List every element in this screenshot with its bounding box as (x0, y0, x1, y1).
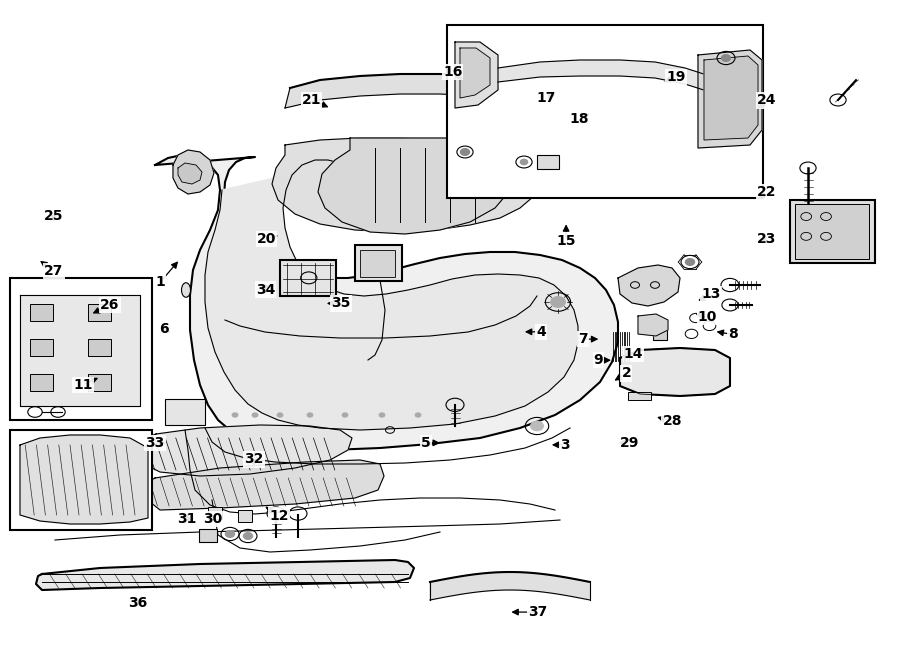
Circle shape (277, 413, 283, 417)
Text: 2: 2 (622, 366, 631, 381)
Polygon shape (36, 560, 414, 590)
Text: 20: 20 (256, 232, 276, 247)
Bar (280, 260, 336, 296)
Bar (447, 25, 763, 198)
Polygon shape (285, 74, 640, 160)
Text: 14: 14 (623, 346, 643, 361)
Circle shape (551, 297, 565, 307)
Circle shape (379, 413, 384, 417)
Bar (30, 339, 52, 356)
Circle shape (461, 149, 470, 155)
Bar (628, 392, 651, 400)
Polygon shape (155, 155, 618, 450)
Polygon shape (272, 138, 538, 232)
Bar (208, 507, 222, 519)
Bar (88, 339, 111, 356)
Circle shape (722, 55, 731, 61)
Polygon shape (455, 42, 498, 108)
Circle shape (686, 258, 695, 265)
Bar (30, 374, 52, 391)
Bar (88, 374, 111, 391)
Text: 8: 8 (728, 327, 737, 342)
Circle shape (307, 413, 312, 417)
Text: 19: 19 (666, 69, 686, 84)
Text: 5: 5 (421, 436, 430, 450)
Circle shape (244, 533, 253, 539)
Bar (355, 245, 401, 282)
Text: 33: 33 (145, 436, 165, 450)
Text: 36: 36 (128, 596, 148, 610)
Circle shape (520, 159, 527, 165)
Polygon shape (698, 50, 762, 148)
Text: 10: 10 (698, 310, 717, 325)
Polygon shape (498, 60, 726, 100)
Polygon shape (460, 48, 490, 98)
Bar (790, 200, 875, 263)
Polygon shape (618, 265, 680, 306)
Circle shape (252, 413, 257, 417)
Text: 34: 34 (256, 282, 275, 297)
Bar (238, 510, 252, 522)
Bar (166, 399, 205, 424)
Text: 9: 9 (594, 353, 603, 368)
Text: 28: 28 (662, 414, 682, 428)
Text: 18: 18 (569, 112, 589, 126)
Bar (10, 430, 152, 530)
Circle shape (342, 413, 347, 417)
Text: 12: 12 (269, 508, 289, 523)
Polygon shape (20, 295, 140, 406)
Circle shape (226, 531, 235, 537)
Polygon shape (430, 572, 590, 600)
Bar (796, 204, 869, 259)
Bar (30, 304, 52, 321)
Text: 31: 31 (177, 512, 197, 526)
Circle shape (415, 413, 420, 417)
Text: 4: 4 (536, 325, 545, 339)
Text: 16: 16 (443, 65, 463, 79)
Polygon shape (205, 160, 578, 430)
Polygon shape (173, 150, 214, 194)
Text: 21: 21 (302, 93, 321, 107)
Polygon shape (318, 138, 515, 234)
Text: 22: 22 (757, 184, 777, 199)
Bar (10, 278, 152, 420)
Bar (537, 155, 559, 169)
Text: 23: 23 (757, 232, 777, 247)
Bar (652, 323, 667, 340)
Polygon shape (620, 348, 730, 396)
Bar (199, 529, 217, 542)
Text: 15: 15 (556, 233, 576, 248)
Bar (360, 251, 394, 277)
Text: 29: 29 (620, 436, 640, 450)
Text: 32: 32 (244, 452, 264, 467)
Polygon shape (704, 56, 758, 140)
Text: 37: 37 (528, 605, 548, 619)
Polygon shape (138, 425, 352, 476)
Text: 11: 11 (73, 377, 93, 392)
Text: 30: 30 (202, 512, 222, 526)
Text: 7: 7 (579, 332, 588, 346)
Text: 26: 26 (100, 298, 120, 313)
Text: 17: 17 (536, 91, 556, 106)
Polygon shape (178, 163, 202, 184)
Text: 6: 6 (159, 321, 168, 336)
Circle shape (232, 413, 238, 417)
Polygon shape (20, 435, 148, 524)
Polygon shape (145, 460, 384, 510)
Text: 1: 1 (156, 275, 165, 290)
Text: 27: 27 (44, 264, 64, 278)
Text: 13: 13 (701, 287, 721, 301)
Text: 25: 25 (44, 209, 64, 223)
Text: 24: 24 (757, 93, 777, 108)
Text: 35: 35 (331, 296, 351, 311)
Text: 3: 3 (561, 438, 570, 452)
Circle shape (531, 421, 544, 430)
Bar (88, 304, 111, 321)
Ellipse shape (182, 283, 191, 297)
Polygon shape (638, 314, 668, 336)
